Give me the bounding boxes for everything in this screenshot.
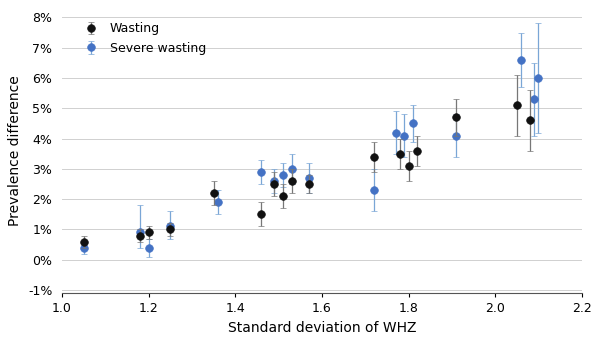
Legend: Wasting, Severe wasting: Wasting, Severe wasting (73, 17, 211, 60)
X-axis label: Standard deviation of WHZ: Standard deviation of WHZ (227, 321, 416, 335)
Y-axis label: Prevalence difference: Prevalence difference (8, 75, 22, 226)
